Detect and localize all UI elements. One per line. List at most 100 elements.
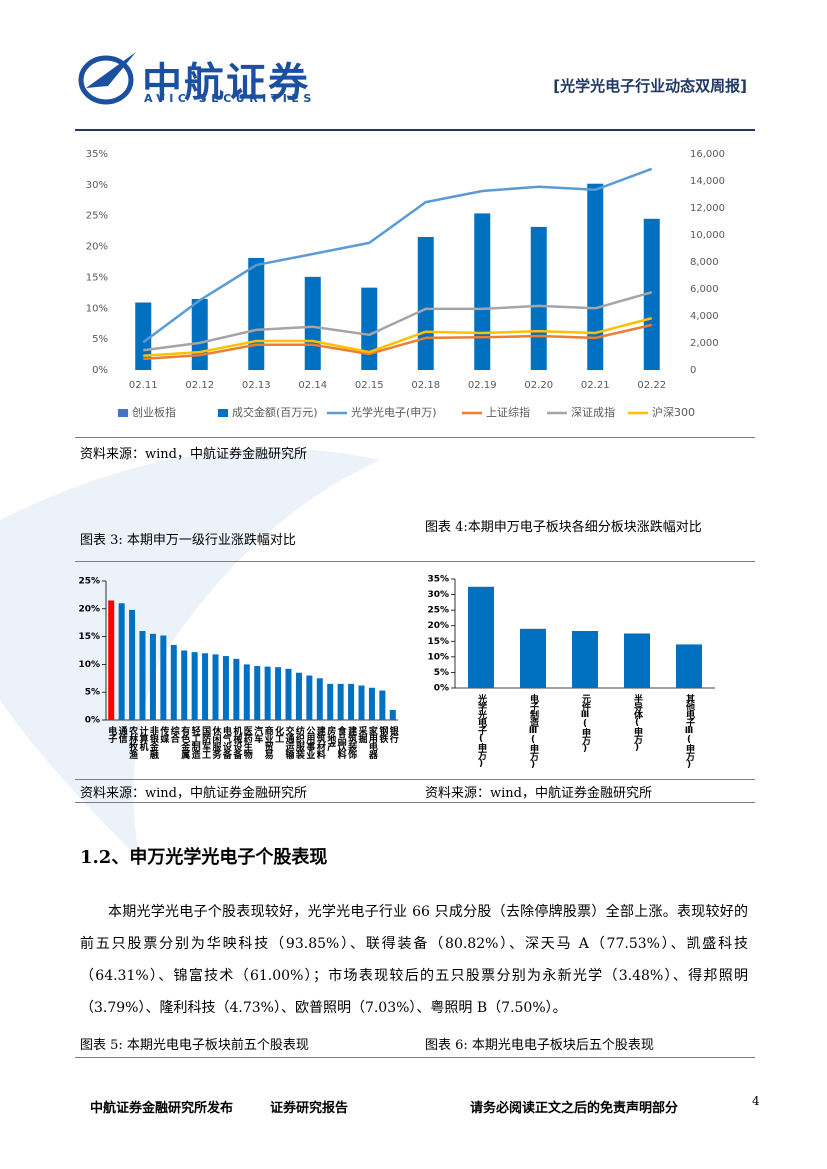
y-tick-label: 5%: [85, 688, 100, 698]
x-tick-label: 传媒: [158, 725, 170, 744]
y-tick-label: 30%: [427, 590, 449, 600]
y2-tick-label: 2,000: [690, 338, 719, 349]
y2-tick-label: 0: [690, 365, 696, 376]
y2-tick-label: 10,000: [690, 230, 725, 241]
x-tick-label: 钢铁: [377, 725, 388, 744]
bar: [275, 667, 282, 720]
bar: [306, 675, 313, 720]
y-tick-label: 35%: [86, 149, 108, 160]
x-tick-label: 02.20: [524, 380, 553, 391]
bar: [129, 609, 136, 720]
paragraph: 本期光学光电子个股表现较好，光学光电子行业 66 只成分股（去除停牌股票）全部上…: [80, 904, 748, 1016]
bar: [676, 644, 702, 688]
bar: [304, 276, 321, 370]
y-tick-label: 10%: [86, 303, 108, 314]
bar: [181, 650, 188, 720]
x-tick-label: 电子: [106, 725, 117, 744]
bar: [191, 652, 198, 720]
bar: [135, 302, 152, 370]
bar: [337, 683, 344, 720]
caption: 图表 5: 本期光电电子板块前五个股表现: [80, 1038, 309, 1053]
y-tick-label: 5%: [92, 334, 108, 345]
x-tick-label: 机械设备: [231, 725, 243, 760]
bar: [243, 664, 250, 720]
bar: [254, 666, 261, 720]
y-tick-label: 20%: [78, 604, 100, 614]
y-tick-label: 0%: [85, 716, 100, 726]
rule: [75, 437, 755, 438]
bar: [149, 633, 156, 720]
bar: [520, 628, 546, 688]
footer-publisher: 中航证券金融研究所发布: [90, 1101, 234, 1116]
bar: [379, 690, 386, 720]
x-tick-label: 公用事业: [304, 726, 316, 759]
footer-type: 证券研究报告: [270, 1101, 349, 1116]
x-tick-label: 商业贸易: [263, 725, 274, 760]
x-tick-label: 汽车: [252, 725, 263, 744]
y-tick-label: 0%: [92, 365, 108, 376]
footer-disclaimer: 请务必阅读正文之后的免责声明部分: [470, 1101, 679, 1116]
y-tick-label: 5%: [434, 668, 449, 678]
legend-label: 深证成指: [571, 405, 615, 419]
bar: [389, 709, 396, 720]
bar: [285, 668, 292, 720]
bar: [358, 685, 365, 720]
caption: 图表 4:本期申万电子板块各细分板块涨跌幅对比: [425, 520, 702, 535]
y-tick-label: 20%: [86, 242, 108, 253]
rule: [75, 561, 755, 562]
x-tick-label: 食品饮料: [336, 725, 348, 760]
y2-tick-label: 8,000: [690, 257, 719, 268]
bar: [212, 654, 219, 720]
legend-label: 成交金额(百万元): [232, 405, 318, 419]
logo-wing: [86, 52, 136, 88]
x-tick-label: 通信: [117, 725, 128, 744]
x-tick-label: 02.22: [637, 380, 666, 391]
y-tick-label: 35%: [427, 575, 449, 585]
bar: [139, 631, 146, 720]
x-tick-label: 有色金属: [179, 725, 191, 760]
caption: 图表 6: 本期光电电子板块后五个股表现: [425, 1038, 654, 1053]
x-tick-label: 02.19: [468, 380, 497, 391]
bar: [222, 656, 229, 720]
bar: [468, 586, 494, 688]
chart-subsector: 0% 5% 10% 15% 20% 25% 30% 35% 光学光电子(申万) 电子制造Ⅲ(申万)…: [427, 575, 715, 769]
x-tick-label: 02.21: [581, 380, 610, 391]
legend-swatch: [218, 409, 228, 417]
x-tick-label: 家用电器: [367, 725, 379, 760]
legend-label: 光学光电子(申万): [351, 405, 437, 419]
bar: [170, 644, 177, 720]
bar: [624, 633, 650, 688]
y-tick-label: 15%: [78, 632, 100, 642]
bar: [316, 678, 323, 720]
legend-label: 沪深300: [652, 405, 695, 419]
x-tick-label: 交通运输: [284, 725, 295, 760]
bar: [202, 653, 209, 720]
y-tick-label: 25%: [78, 577, 100, 587]
caption: 图表 3: 本期申万一级行业涨跌幅对比: [80, 533, 296, 548]
bar: [474, 213, 491, 370]
x-tick-label: 02.12: [185, 380, 214, 391]
bar: [368, 687, 375, 720]
chart-industry: 0% 5% 10% 15% 20% 25% 电子 通信 农林牧渔 计算机 非银金融 传媒 综合 有色金属轻…: [78, 577, 399, 760]
bar: [160, 635, 167, 720]
x-tick-label: 非银金融: [148, 725, 160, 760]
line: [143, 316, 653, 358]
line: [143, 323, 653, 361]
rule: [75, 779, 755, 780]
x-tick-label: 医药生物: [242, 726, 253, 760]
x-tick-label: 建筑材料: [315, 725, 327, 760]
y-tick-label: 10%: [78, 660, 100, 670]
x-tick-label: 02.11: [129, 380, 158, 391]
y-tick-label: 30%: [86, 180, 108, 191]
x-tick-label: 农林牧渔: [127, 725, 139, 760]
y2-tick-label: 16,000: [690, 149, 725, 160]
logo-cn: 中航证券: [142, 60, 310, 106]
y-tick-label: 20%: [427, 621, 449, 631]
x-tick-label: 02.18: [411, 380, 440, 391]
rule: [75, 1057, 755, 1058]
bar: [264, 666, 271, 720]
legend-label: 创业板指: [132, 405, 176, 419]
bar: [348, 683, 355, 720]
bar: [572, 631, 598, 688]
